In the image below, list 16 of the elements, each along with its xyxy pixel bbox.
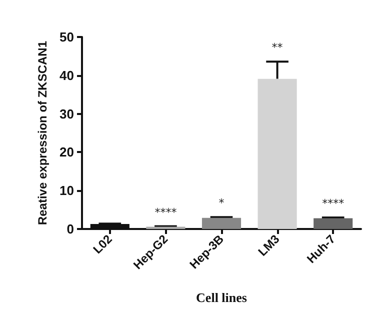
data-label: * <box>218 196 225 210</box>
data-label: **** <box>154 206 178 219</box>
y-tick-label: 0 <box>66 222 74 236</box>
y-tick-label: 20 <box>60 144 74 160</box>
bar <box>314 218 353 229</box>
y-tick-label: 50 <box>60 30 74 44</box>
data-label: **** <box>322 196 345 210</box>
bar <box>202 218 242 229</box>
data-label: ** <box>272 41 284 54</box>
x-axis-title: Cell lines <box>196 290 247 305</box>
bar <box>258 78 297 229</box>
y-tick-label: 10 <box>60 183 74 198</box>
y-axis-title: Reative expression of ZKSCAN1 <box>36 40 50 226</box>
y-tick-label: 40 <box>60 68 74 83</box>
y-tick-label: 30 <box>60 106 74 122</box>
x-tick-label: L02 <box>90 232 116 257</box>
